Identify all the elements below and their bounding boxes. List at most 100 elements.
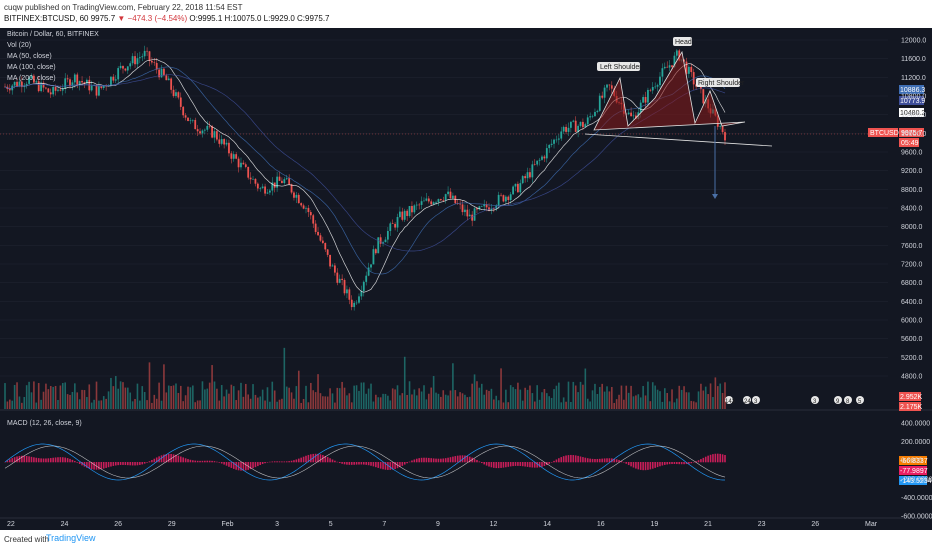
- event-marker[interactable]: [811, 396, 819, 404]
- right-shoulder-tag: [696, 78, 740, 87]
- candle-body: [309, 212, 312, 216]
- candle-body: [687, 66, 690, 74]
- candle-body: [478, 206, 481, 210]
- candle-body: [649, 89, 652, 91]
- macd-histogram-bar: [257, 462, 259, 467]
- macd-histogram-bar: [189, 459, 192, 463]
- candle-body: [442, 200, 445, 201]
- macd-histogram-bar: [146, 462, 148, 463]
- event-marker-count: 143: [725, 399, 736, 405]
- macd-histogram-bar: [281, 461, 283, 463]
- volume-bar: [326, 396, 329, 409]
- macd-histogram-bar: [69, 458, 71, 463]
- candle-body: [47, 88, 50, 93]
- volume-bar: [208, 382, 211, 409]
- volume-bar: [71, 391, 74, 409]
- event-marker[interactable]: [725, 396, 733, 404]
- candle-body: [216, 131, 218, 140]
- macd-histogram-bar: [362, 462, 365, 465]
- volume-bar: [635, 395, 637, 409]
- macd-histogram-bar: [13, 457, 16, 463]
- head-shoulders-pattern[interactable]: [593, 50, 746, 131]
- macd-histogram-bar: [21, 455, 23, 463]
- candle-body: [285, 178, 288, 180]
- neckline[interactable]: [584, 133, 773, 147]
- macd-histogram-bar: [293, 460, 295, 463]
- candle-body: [418, 204, 421, 206]
- macd-histogram-bar: [630, 462, 632, 467]
- candle-body: [596, 110, 599, 112]
- event-markers[interactable]: 143 24 3 3 9 8 5: [725, 396, 864, 405]
- candle-body: [131, 56, 134, 64]
- candle-body: [184, 115, 187, 118]
- volume-bar: [52, 386, 54, 409]
- chart-area[interactable]: Left Shoulder Head Right Shoulder Bitcoi…: [0, 28, 932, 530]
- macd-histogram-bar: [235, 462, 237, 470]
- candle-body: [182, 106, 185, 116]
- target-arrowhead: [712, 194, 718, 199]
- macd-histogram-bar: [285, 461, 288, 463]
- macd-histogram-bar: [377, 462, 380, 468]
- candle-body: [507, 196, 510, 200]
- volume-bar: [117, 388, 119, 409]
- volume-bar: [353, 385, 355, 409]
- macd-histogram-bar: [302, 456, 305, 463]
- macd-histogram-bar: [702, 457, 705, 463]
- ma100-legend: MA (100, close): [7, 64, 56, 71]
- macd-histogram-bar: [194, 460, 197, 463]
- volume-bar: [442, 390, 445, 409]
- left-shoulder-tag: [597, 62, 640, 71]
- volume-bar: [160, 400, 163, 409]
- volume-bar: [47, 389, 50, 409]
- tradingview-logo-text[interactable]: TradingView: [46, 533, 96, 543]
- candle-body: [203, 129, 206, 131]
- volume-bar: [519, 389, 522, 409]
- candle-body: [167, 78, 170, 81]
- volume-bars: [4, 347, 726, 409]
- volume-bar: [247, 394, 250, 409]
- volume-bar: [21, 402, 23, 409]
- candle-body: [466, 209, 469, 217]
- candle-body: [163, 68, 165, 76]
- candle-body: [208, 125, 211, 127]
- macd-histogram-bar: [52, 457, 54, 463]
- macd-histogram-bar: [512, 462, 514, 467]
- macd-histogram-bar: [524, 462, 526, 467]
- macd-histogram-bar: [266, 462, 269, 463]
- macd-histogram-bar: [582, 457, 584, 463]
- event-marker[interactable]: [752, 396, 760, 404]
- volume-bar: [341, 381, 343, 409]
- macd-histogram-bar: [538, 462, 541, 468]
- macd-histogram-bar: [218, 462, 221, 463]
- event-marker[interactable]: [856, 396, 864, 404]
- macd-histogram-bar: [78, 462, 81, 465]
- price-chart-svg[interactable]: Left Shoulder Head Right Shoulder Bitcoi…: [0, 28, 932, 530]
- volume-bar: [456, 396, 459, 409]
- macd-histogram-bar: [562, 456, 565, 463]
- volume-bar: [415, 395, 418, 409]
- macd-histogram-bar: [42, 458, 45, 463]
- candle-body: [627, 112, 630, 115]
- volume-bar: [562, 397, 565, 409]
- candle-body: [138, 57, 141, 59]
- candle-body: [683, 59, 685, 62]
- volume-bar: [683, 386, 685, 409]
- volume-bar: [136, 383, 139, 409]
- volume-bar: [49, 385, 52, 409]
- macd-histogram-bar: [478, 461, 481, 463]
- event-marker[interactable]: [844, 396, 852, 404]
- candle-body: [134, 56, 136, 65]
- event-marker[interactable]: [743, 396, 751, 404]
- volume-bar: [269, 401, 271, 409]
- volume-bar: [459, 392, 461, 409]
- volume-bar: [613, 402, 616, 409]
- volume-bar: [192, 385, 194, 409]
- macd-histogram-bar: [177, 455, 180, 463]
- candle-body: [76, 74, 79, 85]
- candle-body: [642, 97, 645, 103]
- event-marker-count: 5: [858, 399, 862, 405]
- event-marker[interactable]: [834, 396, 842, 404]
- candle-body: [326, 249, 329, 255]
- volume-bar: [454, 390, 457, 409]
- macd-histogram-bar: [480, 462, 483, 464]
